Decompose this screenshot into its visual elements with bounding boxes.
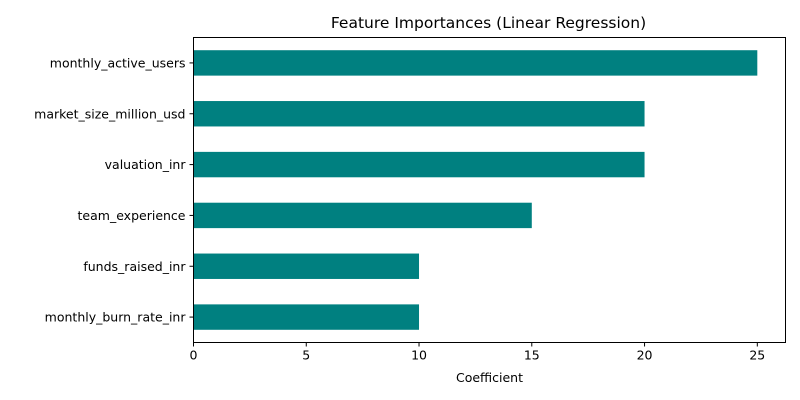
bars-layer [193, 50, 758, 330]
y-axis-ticks: monthly_active_users market_size_million_… [34, 55, 194, 325]
bar-market-size-million-usd [193, 101, 645, 127]
y-tick-label: market_size_million_usd [34, 106, 185, 121]
x-tick-label: 0 [190, 348, 198, 363]
y-tick-label: valuation_inr [105, 157, 187, 172]
y-tick-label: funds_raised_inr [83, 259, 186, 274]
x-axis-ticks: 0 5 10 15 20 25 [190, 342, 765, 363]
x-tick-label: 15 [524, 348, 540, 363]
y-tick-label: monthly_burn_rate_inr [45, 310, 187, 325]
x-tick-label: 25 [749, 348, 765, 363]
x-axis-label: Coefficient [456, 370, 523, 385]
bar-monthly-active-users [193, 50, 758, 76]
bar-team-experience [193, 202, 532, 229]
x-tick-label: 10 [411, 348, 427, 363]
x-tick-label: 5 [302, 348, 310, 363]
x-tick-label: 20 [637, 348, 653, 363]
plot-frame [193, 37, 786, 343]
bar-monthly-burn-rate-inr [193, 304, 420, 330]
y-tick-label: monthly_active_users [50, 55, 186, 70]
bar-funds-raised-inr [193, 253, 420, 279]
y-tick-label: team_experience [78, 208, 186, 223]
bar-valuation-inr [193, 151, 645, 178]
chart-title: Feature Importances (Linear Regression) [331, 14, 646, 32]
